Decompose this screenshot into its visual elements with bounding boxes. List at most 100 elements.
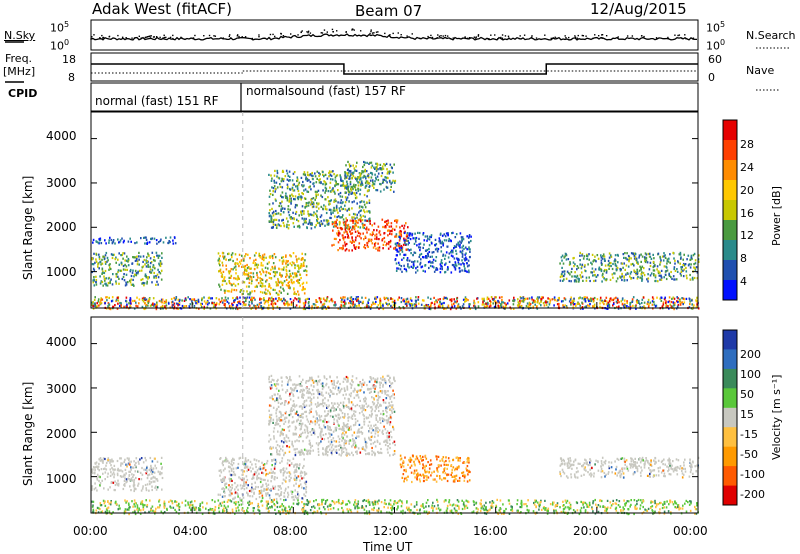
data-cell <box>282 259 285 262</box>
data-cell <box>131 283 134 286</box>
data-cell <box>291 179 294 182</box>
data-cell <box>144 242 146 245</box>
data-cell <box>152 297 155 300</box>
data-cell <box>126 268 128 271</box>
data-cell <box>616 297 619 300</box>
data-cell <box>143 258 146 262</box>
data-cell <box>250 278 253 281</box>
data-cell <box>255 459 258 462</box>
data-cell <box>498 305 501 308</box>
data-cell <box>123 305 125 308</box>
data-cell <box>230 467 233 470</box>
data-cell <box>160 456 163 459</box>
data-cell <box>117 482 120 485</box>
data-cell <box>367 181 369 184</box>
data-cell <box>116 472 119 475</box>
data-cell <box>296 260 298 263</box>
data-cell <box>281 219 283 222</box>
data-cell <box>133 275 135 278</box>
data-cell <box>429 260 431 263</box>
data-cell <box>693 304 695 307</box>
data-cell <box>300 176 303 179</box>
data-cell <box>362 224 364 227</box>
data-cell <box>119 457 121 460</box>
data-cell <box>160 269 163 272</box>
data-cell <box>333 304 335 307</box>
data-cell <box>363 160 365 164</box>
data-cell <box>274 223 277 226</box>
data-cell <box>312 178 314 181</box>
data-cell <box>233 277 235 280</box>
data-cell <box>252 488 255 491</box>
data-cell <box>377 172 380 175</box>
data-cell <box>392 442 394 445</box>
data-cell <box>283 280 286 283</box>
data-cell <box>125 481 127 484</box>
data-cell <box>298 383 300 386</box>
data-cell <box>107 488 109 491</box>
data-cell <box>345 164 347 167</box>
data-cell <box>224 482 226 485</box>
data-cell <box>292 195 294 198</box>
data-cell <box>351 249 353 252</box>
data-cell <box>621 303 624 306</box>
data-cell <box>349 180 352 183</box>
data-cell <box>329 173 332 176</box>
nsky-point <box>290 33 292 35</box>
data-cell <box>391 181 394 184</box>
data-cell <box>105 251 108 255</box>
data-cell <box>124 259 126 262</box>
data-cell <box>388 241 390 244</box>
nsky-point <box>597 35 600 37</box>
data-cell <box>659 261 662 264</box>
data-cell <box>163 300 166 303</box>
data-cell <box>453 257 456 260</box>
data-cell <box>242 272 245 276</box>
data-cell <box>352 212 355 216</box>
data-cell <box>357 184 360 187</box>
data-cell <box>424 270 426 273</box>
data-cell <box>302 223 305 226</box>
data-cell <box>92 263 95 266</box>
data-cell <box>380 168 383 171</box>
data-cell <box>270 219 273 222</box>
data-cell <box>369 185 371 188</box>
data-cell <box>278 293 280 296</box>
data-cell <box>275 199 277 202</box>
data-cell <box>252 261 255 264</box>
data-cell <box>224 299 226 302</box>
data-cell <box>342 429 344 432</box>
data-cell <box>422 232 425 235</box>
nsky-point <box>323 29 326 31</box>
data-cell <box>122 275 125 279</box>
data-cell <box>426 235 429 238</box>
data-cell <box>307 222 310 225</box>
data-cell <box>272 202 274 205</box>
data-cell <box>305 203 308 206</box>
data-cell <box>125 265 128 268</box>
data-cell <box>455 307 458 310</box>
data-cell <box>334 450 337 453</box>
data-cell <box>418 237 420 240</box>
data-cell <box>344 224 346 227</box>
data-cell <box>273 181 276 184</box>
data-cell <box>235 277 237 280</box>
data-cell <box>130 477 133 480</box>
data-cell <box>605 307 608 310</box>
data-cell <box>696 296 698 299</box>
data-cell <box>322 207 324 210</box>
data-cell <box>287 381 289 384</box>
data-cell <box>311 213 313 217</box>
data-cell <box>379 233 382 236</box>
data-cell <box>178 300 181 303</box>
data-cell <box>420 258 422 261</box>
data-cell <box>350 173 353 176</box>
data-cell <box>355 221 358 224</box>
data-cell <box>370 238 373 241</box>
data-cell <box>625 264 628 267</box>
data-cell <box>373 183 376 186</box>
data-cell <box>351 201 354 204</box>
data-cell <box>538 302 541 305</box>
data-cell <box>114 483 117 487</box>
data-cell <box>307 210 309 213</box>
